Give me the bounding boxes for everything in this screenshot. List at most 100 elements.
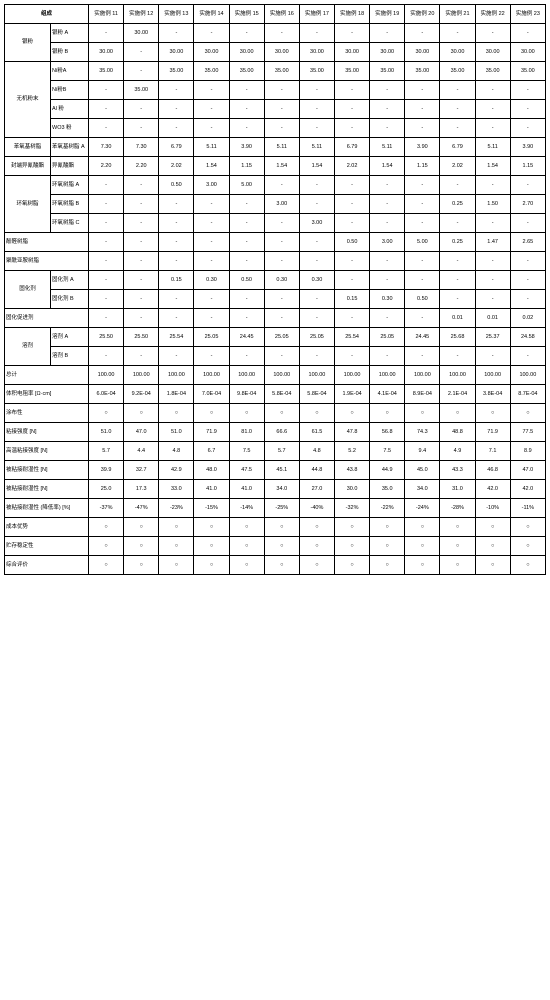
table-row: 粘接强度 [N]51.047.051.071.981.066.661.547.8…: [5, 423, 546, 442]
cell: 100.00: [299, 366, 334, 385]
cell: -: [299, 176, 334, 195]
cell: 35.00: [89, 62, 124, 81]
cell: -: [159, 347, 194, 366]
cell: -22%: [370, 499, 405, 518]
cell: -: [89, 252, 124, 271]
cell: -: [194, 233, 229, 252]
cell: ○: [229, 404, 264, 423]
cell: ○: [335, 518, 370, 537]
cell: ○: [475, 556, 510, 575]
cell: 100.00: [510, 366, 545, 385]
cell: -: [299, 81, 334, 100]
cell: -: [124, 176, 159, 195]
cell: -: [194, 309, 229, 328]
cell: -: [89, 195, 124, 214]
cell: -28%: [440, 499, 475, 518]
cell: -: [299, 309, 334, 328]
cell: -: [440, 290, 475, 309]
table-row: 封端异氰酸酯异氰酸酯2.202.202.021.541.151.541.542.…: [5, 157, 546, 176]
cell: 5.11: [370, 138, 405, 157]
cell: 100.00: [264, 366, 299, 385]
cell: ○: [264, 518, 299, 537]
cell: 0.15: [335, 290, 370, 309]
cell: -: [440, 347, 475, 366]
cell: 溶剂 B: [51, 347, 89, 366]
cell: 25.0: [89, 480, 124, 499]
cell: 高温粘接强度 [N]: [5, 442, 89, 461]
cell: 25.05: [370, 328, 405, 347]
cell: -: [159, 119, 194, 138]
cell: 4.4: [124, 442, 159, 461]
cell: -: [229, 290, 264, 309]
cell: 5.8E-04: [264, 385, 299, 404]
cell: 固化剂 A: [51, 271, 89, 290]
cell: 7.5: [370, 442, 405, 461]
cell: 35.00: [194, 62, 229, 81]
cell: ○: [510, 404, 545, 423]
cell: 24.58: [510, 328, 545, 347]
cell: 51.0: [89, 423, 124, 442]
cell: ○: [89, 537, 124, 556]
cell: -: [405, 309, 440, 328]
cell: -: [510, 271, 545, 290]
cell: ○: [475, 518, 510, 537]
cell: -: [264, 24, 299, 43]
col-12: 实施例 23: [510, 5, 545, 24]
cell: -: [124, 347, 159, 366]
cell: -: [159, 233, 194, 252]
cell: -: [229, 81, 264, 100]
cell: 71.9: [194, 423, 229, 442]
cell: 苯氧基树脂: [5, 138, 51, 157]
table-row: WO3 粉-------------: [5, 119, 546, 138]
col-4: 实施例 15: [229, 5, 264, 24]
cell: 24.45: [405, 328, 440, 347]
cell: -: [89, 233, 124, 252]
cell: -: [370, 347, 405, 366]
cell: -: [89, 290, 124, 309]
cell: -: [475, 214, 510, 233]
cell: -: [475, 176, 510, 195]
cell: 0.50: [159, 176, 194, 195]
cell: 25.37: [475, 328, 510, 347]
cell: 5.11: [194, 138, 229, 157]
cell: 0.30: [264, 271, 299, 290]
cell: -: [475, 290, 510, 309]
cell: 7.1: [475, 442, 510, 461]
cell: 7.5: [229, 442, 264, 461]
cell: ○: [510, 518, 545, 537]
table-row: 无机粉末Ni粉A35.00-35.0035.0035.0035.0035.003…: [5, 62, 546, 81]
cell: 35.00: [299, 62, 334, 81]
cell: -40%: [299, 499, 334, 518]
cell: 6.79: [159, 138, 194, 157]
cell: 61.5: [299, 423, 334, 442]
cell: 43.8: [335, 461, 370, 480]
cell: -: [124, 271, 159, 290]
cell: ○: [299, 537, 334, 556]
cell: 51.0: [159, 423, 194, 442]
cell: 被粘接耐湿性 [N]: [5, 461, 89, 480]
cell: 100.00: [194, 366, 229, 385]
cell: 8.9: [510, 442, 545, 461]
cell: 4.1E-04: [370, 385, 405, 404]
cell: ○: [405, 404, 440, 423]
cell: -: [159, 309, 194, 328]
cell: -: [370, 24, 405, 43]
cell: 30.00: [405, 43, 440, 62]
cell: -: [124, 252, 159, 271]
cell: -: [264, 347, 299, 366]
cell: ○: [475, 404, 510, 423]
col-8: 实施例 19: [370, 5, 405, 24]
cell: 1.54: [299, 157, 334, 176]
corner-cell: 组成: [5, 5, 89, 24]
cell: ○: [124, 404, 159, 423]
cell: 30.00: [124, 24, 159, 43]
cell: 47.8: [335, 423, 370, 442]
cell: -: [124, 214, 159, 233]
cell: -: [229, 233, 264, 252]
cell: 47.0: [510, 461, 545, 480]
cell: 5.2: [335, 442, 370, 461]
cell: 30.00: [229, 43, 264, 62]
cell: 1.15: [229, 157, 264, 176]
cell: 5.7: [264, 442, 299, 461]
cell: 0.50: [229, 271, 264, 290]
